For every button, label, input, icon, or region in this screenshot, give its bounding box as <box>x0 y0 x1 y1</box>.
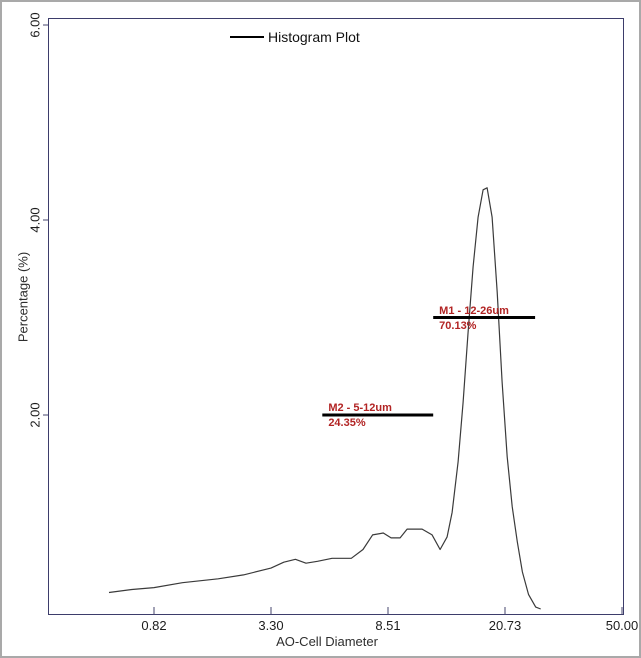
y-axis-title: Percentage (%) <box>15 251 31 343</box>
marker-M2-percent: 24.35% <box>328 417 366 429</box>
x-tick-label: 3.30 <box>258 618 284 633</box>
marker-M1-label[interactable]: M1 - 12-26um <box>439 304 509 317</box>
x-tick-label: 8.51 <box>375 618 401 633</box>
legend-line-swatch <box>230 36 264 38</box>
marker-M1-percent: 70.13% <box>439 319 477 332</box>
x-tick-label: 20.73 <box>488 618 522 633</box>
legend: Histogram Plot <box>230 29 360 45</box>
x-tick-label: 50.00 <box>605 618 639 633</box>
histogram-curve <box>108 187 541 610</box>
y-tick-label: 2.00 <box>27 402 43 428</box>
y-tick-label: 6.00 <box>27 12 43 38</box>
x-axis-title: AO-Cell Diameter <box>276 634 378 649</box>
legend-label: Histogram Plot <box>268 29 360 45</box>
y-tick-label: 4.00 <box>27 207 43 233</box>
x-tick-label: 0.82 <box>141 618 167 633</box>
marker-M2-label[interactable]: M2 - 5-12um <box>328 402 392 414</box>
